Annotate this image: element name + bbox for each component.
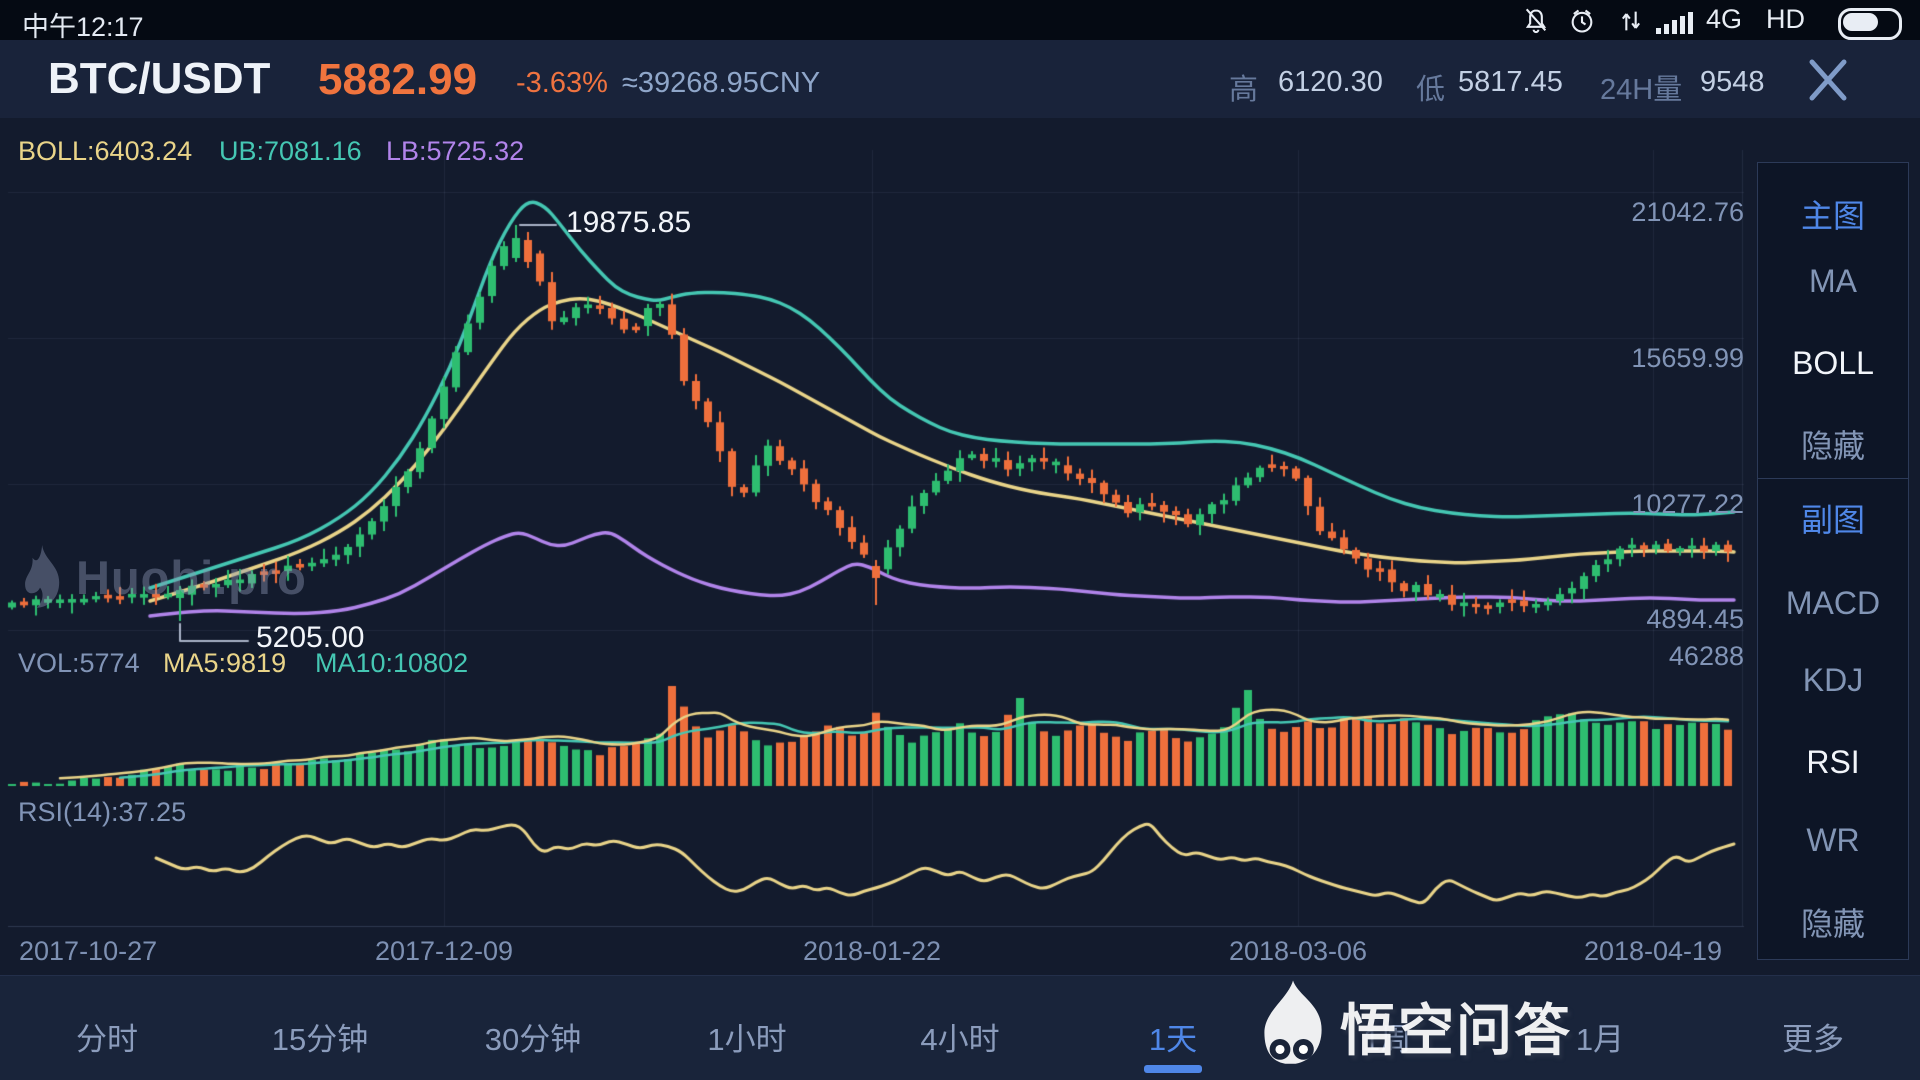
tab-1week[interactable]: 1周	[1362, 1022, 1412, 1057]
huobi-watermark-text: Huobi.pro	[76, 550, 307, 604]
tab-1hour[interactable]: 1小时	[707, 1022, 787, 1057]
price-change-percent: -3.63%	[516, 67, 608, 99]
indicator-sidebar: 主图 MA BOLL 隐藏 副图 MACD KDJ RSI WR 隐藏	[1757, 162, 1909, 960]
tab-1day-selected[interactable]: 1天	[1148, 1022, 1198, 1057]
huobi-flame-icon	[25, 545, 60, 608]
sidebar-divider	[1758, 478, 1908, 479]
signal-bars-icon	[1656, 10, 1696, 39]
sidebar-item-kdj[interactable]: KDJ	[1802, 662, 1864, 698]
sidebar-item-hide-main[interactable]: 隐藏	[1800, 428, 1865, 464]
tab-30min[interactable]: 30分钟	[484, 1022, 582, 1057]
sidebar-item-rsi[interactable]: RSI	[1806, 744, 1860, 780]
battery-icon	[1838, 8, 1902, 40]
wukong-watermark-text: 悟空问答	[1340, 998, 1572, 1062]
hd-voice-label: HD	[1766, 4, 1805, 34]
low-label: 低	[1416, 74, 1446, 106]
high-24h-value: 6120.30	[1278, 66, 1383, 98]
tab-1month[interactable]: 1月	[1575, 1022, 1625, 1057]
last-price: 5882.99	[318, 55, 478, 104]
sidebar-item-wr[interactable]: WR	[1806, 822, 1860, 858]
tab-4hour[interactable]: 4小时	[920, 1022, 1000, 1057]
sidebar-main-chart-title: 主图	[1800, 198, 1865, 234]
cny-equivalent: ≈39268.95CNY	[622, 67, 821, 99]
ticker-header: BTC/USDT 5882.99 -3.63% ≈39268.95CNY 高 6…	[0, 40, 1920, 118]
tab-timeshare[interactable]: 分时	[76, 1022, 138, 1057]
volume-24h-value: 9548	[1700, 66, 1765, 98]
low-24h-value: 5817.45	[1458, 66, 1563, 98]
high-label: 高	[1229, 74, 1259, 106]
data-transfer-arrows-icon	[1618, 7, 1644, 40]
wukong-logo-icon	[1264, 980, 1322, 1064]
trading-pair-title: BTC/USDT	[48, 54, 271, 103]
timeframe-tab-bar: 分时 15分钟 30分钟 1小时 4小时 1天 1周 1月 更多	[0, 975, 1920, 1080]
huobi-watermark: Huobi.pro	[14, 545, 307, 609]
tab-15min[interactable]: 15分钟	[271, 1022, 369, 1057]
bell-muted-icon	[1522, 7, 1550, 40]
volume-24h-label: 24H量	[1600, 74, 1683, 106]
close-icon[interactable]	[1800, 52, 1856, 108]
alarm-clock-icon	[1568, 7, 1596, 40]
tab-more[interactable]: 更多	[1782, 1022, 1844, 1057]
status-bar: 中午12:17 4G HD	[0, 0, 1920, 42]
sidebar-sub-chart-title: 副图	[1800, 502, 1865, 538]
wukong-watermark: 悟空问答	[1254, 980, 1572, 1072]
sidebar-item-boll[interactable]: BOLL	[1792, 345, 1874, 381]
sidebar-item-macd[interactable]: MACD	[1785, 585, 1881, 621]
sidebar-item-hide-sub[interactable]: 隐藏	[1800, 906, 1865, 942]
clock-time: 中午12:17	[22, 12, 144, 42]
network-type-label: 4G	[1706, 4, 1743, 34]
sidebar-item-ma[interactable]: MA	[1809, 263, 1857, 299]
selected-tab-underline	[1144, 1065, 1202, 1073]
